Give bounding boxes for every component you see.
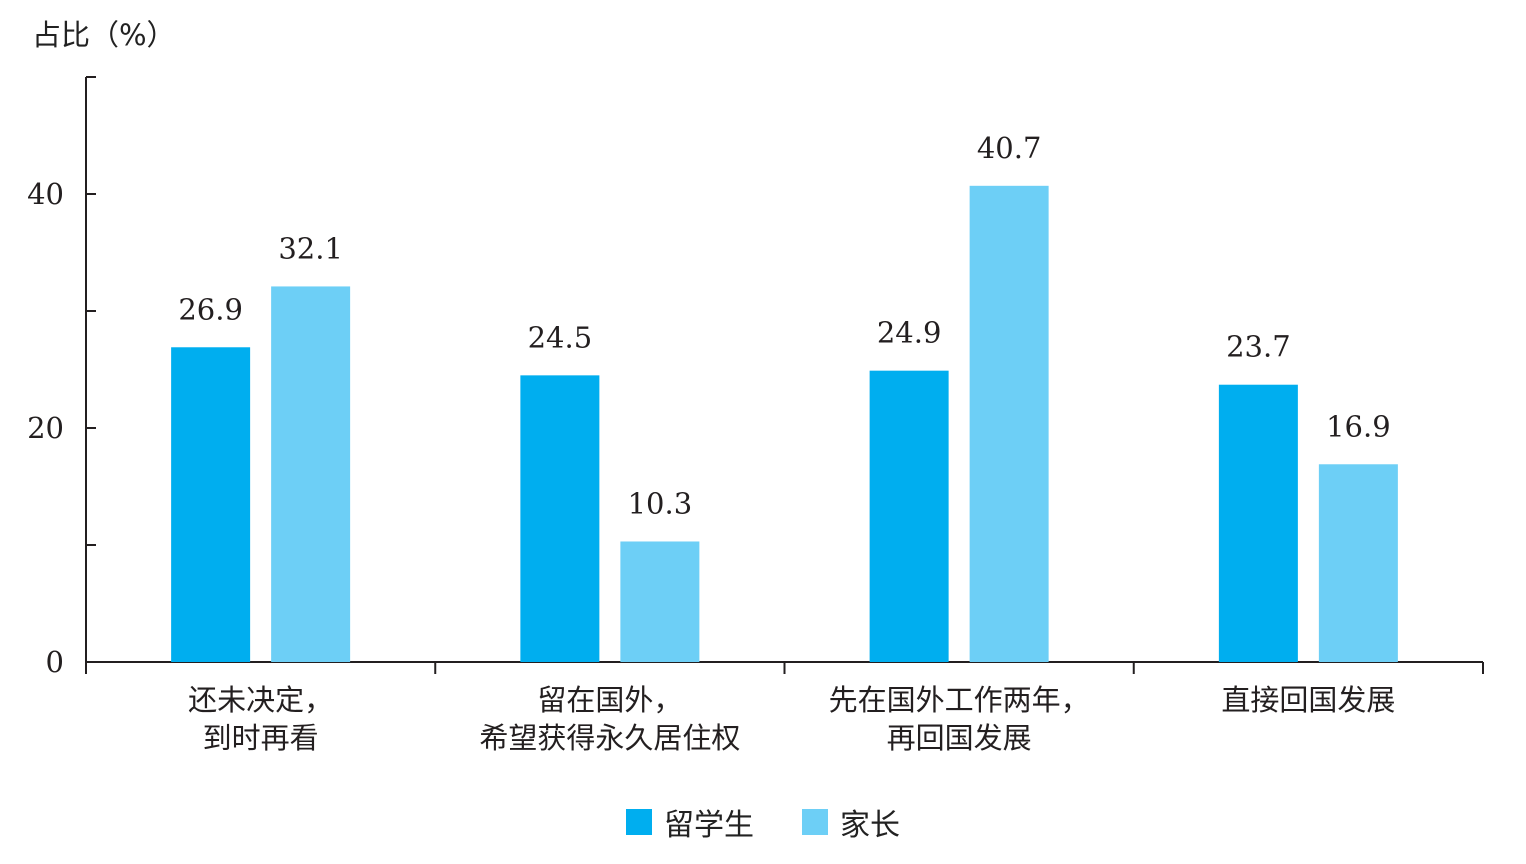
y-tick-label: 20 (27, 411, 64, 445)
bar-parents (620, 541, 700, 662)
data-label: 16.9 (1326, 409, 1391, 443)
data-label: 40.7 (977, 131, 1042, 165)
legend-label-parents: 家长 (840, 808, 900, 843)
y-tick-label: 40 (27, 177, 64, 211)
legend-item-students: 留学生 (626, 800, 754, 844)
data-label: 23.7 (1226, 330, 1291, 364)
data-label: 24.5 (528, 320, 593, 354)
legend-item-parents: 家长 (802, 800, 900, 844)
data-label: 32.1 (278, 231, 343, 265)
x-category-label: 还未决定， (188, 683, 333, 717)
legend-label-students: 留学生 (664, 808, 754, 843)
x-category-label: 到时再看 (203, 721, 319, 755)
bar-parents (1318, 464, 1398, 662)
bar-parents (969, 185, 1049, 662)
y-axis-label: 占比（%） (32, 18, 176, 52)
x-category-label: 先在国外工作两年， (829, 683, 1090, 717)
bar-students (520, 375, 600, 662)
x-category-label: 再回国发展 (887, 721, 1032, 755)
data-label: 10.3 (628, 486, 693, 520)
bar-chart: 0 20 40 26.9 32.1 还未决定， 到时再看 24.5 10.3 留在国外， 希望获得永… (27, 76, 1484, 755)
y-tick-label: 0 (46, 645, 64, 679)
legend-swatch-parents (802, 809, 828, 835)
bar-students (171, 347, 251, 662)
data-label: 24.9 (877, 316, 942, 350)
x-category-label: 留在国外， (537, 683, 682, 717)
x-category-label: 希望获得永久居住权 (479, 721, 740, 755)
legend-swatch-students (626, 809, 652, 835)
bar-students (869, 370, 949, 662)
bar-students (1218, 384, 1298, 662)
x-category-label: 直接回国发展 (1221, 683, 1395, 717)
legend: 留学生 家长 (0, 800, 1526, 844)
bar-parents (271, 286, 351, 662)
data-label: 26.9 (178, 292, 243, 326)
